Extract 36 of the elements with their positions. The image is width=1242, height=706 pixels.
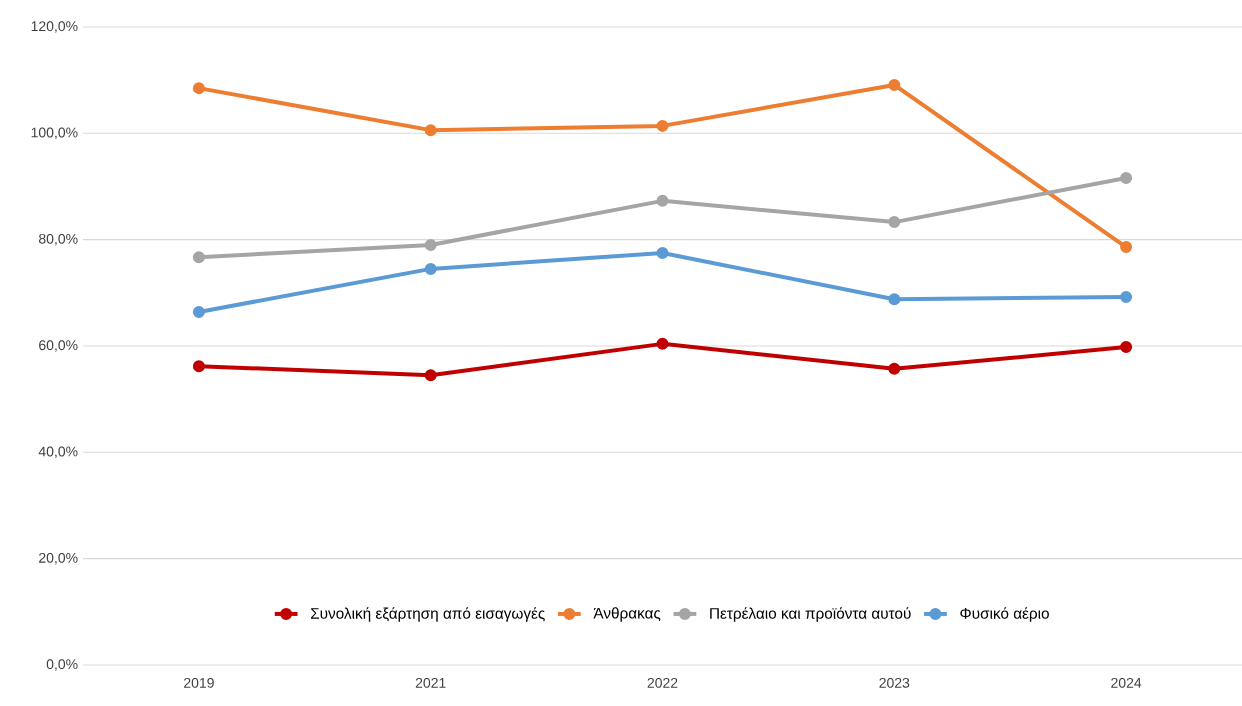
- y-tick-label: 20,0%: [39, 552, 78, 565]
- legend-label: Συνολική εξάρτηση από εισαγωγές: [310, 607, 545, 622]
- y-tick-label: 80,0%: [38, 233, 78, 246]
- point: [1120, 291, 1133, 304]
- point: [192, 305, 205, 318]
- y-tick-label: 100,0%: [31, 127, 78, 140]
- y-tick-label: 60,0%: [39, 340, 78, 352]
- point: [424, 369, 437, 382]
- point: [424, 124, 437, 137]
- y-tick-label: 40,0%: [38, 446, 78, 459]
- legend-label: Άνθρακας: [593, 607, 661, 622]
- x-tick-label: 2021: [415, 677, 446, 688]
- point: [192, 251, 205, 264]
- point: [888, 78, 901, 91]
- point: [1120, 171, 1133, 184]
- x-tick-label: 2022: [647, 677, 678, 688]
- legend-label: Φυσικό αέριο: [960, 607, 1049, 622]
- x-tick-label: 2024: [1111, 677, 1142, 688]
- point: [656, 194, 669, 207]
- point: [888, 293, 901, 306]
- point: [424, 262, 437, 275]
- y-tick-label: 0,0%: [46, 659, 78, 671]
- point: [656, 119, 669, 132]
- point: [424, 238, 437, 251]
- point: [656, 246, 669, 259]
- point: [656, 337, 669, 350]
- point: [192, 82, 205, 95]
- legend-label: Πετρέλαιο και προϊόντα αυτού: [710, 607, 911, 622]
- y-tick-label: 120,0%: [31, 21, 78, 33]
- x-tick-label: 2023: [879, 677, 910, 688]
- point: [192, 360, 205, 373]
- point: [1120, 341, 1133, 354]
- point: [888, 362, 901, 375]
- point: [1120, 241, 1133, 254]
- point: [888, 216, 901, 229]
- x-tick-label: 2019: [184, 677, 214, 688]
